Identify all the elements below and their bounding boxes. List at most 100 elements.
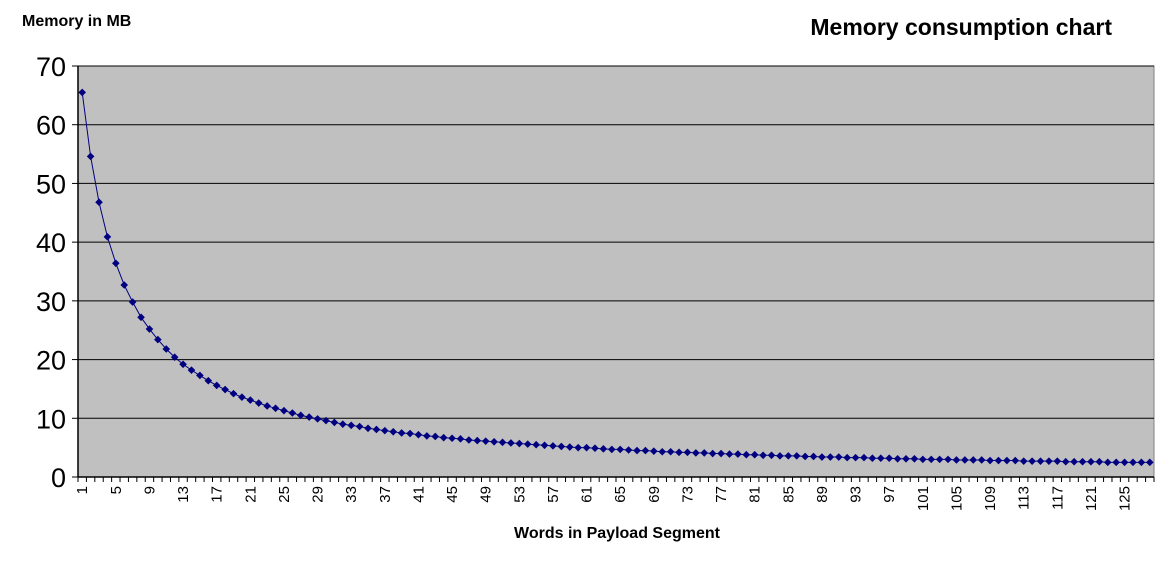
x-tick-label: 97 <box>881 486 898 503</box>
data-point-50 <box>490 437 498 446</box>
x-tick-label: 17 <box>209 486 226 503</box>
data-point-75 <box>700 449 709 457</box>
data-point-127 <box>1137 458 1146 467</box>
data-point-4 <box>103 233 112 241</box>
data-point-92 <box>843 453 851 462</box>
data-point-86 <box>792 452 801 460</box>
data-point-110 <box>994 456 1003 465</box>
data-point-88 <box>809 452 818 461</box>
data-point-95 <box>868 454 877 463</box>
data-point-125 <box>1120 458 1129 467</box>
data-point-29 <box>313 415 322 423</box>
data-point-69 <box>650 447 658 455</box>
data-point-94 <box>860 453 868 462</box>
data-point-39 <box>397 429 406 437</box>
data-point-105 <box>952 456 961 464</box>
x-tick-label: 57 <box>545 486 562 503</box>
x-tick-label: 121 <box>1083 486 1100 511</box>
data-point-102 <box>927 455 936 464</box>
data-point-34 <box>355 422 364 431</box>
data-point-62 <box>591 444 599 453</box>
x-tick-label: 89 <box>814 486 831 503</box>
x-tick-label: 37 <box>377 486 394 503</box>
x-tick-label: 125 <box>1117 486 1134 511</box>
chart-title: Memory consumption chart <box>810 14 1112 40</box>
data-point-85 <box>784 452 793 460</box>
x-tick-label: 85 <box>780 486 797 503</box>
data-point-109 <box>986 456 994 465</box>
data-point-26 <box>288 409 297 417</box>
gridlines <box>78 65 1154 419</box>
data-point-122 <box>1095 457 1104 466</box>
data-point-38 <box>389 427 398 436</box>
data-point-119 <box>1070 457 1078 466</box>
data-point-59 <box>565 443 574 451</box>
data-point-73 <box>683 448 692 457</box>
data-point-100 <box>910 454 919 463</box>
plot-area <box>77 65 1155 478</box>
y-axis-ticks: 0 10 20 30 40 50 60 70 <box>36 52 78 493</box>
data-point-120 <box>1078 457 1087 466</box>
data-point-70 <box>658 447 667 456</box>
data-point-65 <box>616 445 625 454</box>
data-point-45 <box>448 434 456 443</box>
data-point-12 <box>170 353 179 362</box>
x-tick-label: 25 <box>276 486 293 503</box>
data-point-79 <box>734 450 742 458</box>
data-point-54 <box>523 440 532 448</box>
data-point-41 <box>414 430 423 439</box>
data-point-3 <box>95 198 103 207</box>
data-point-37 <box>381 426 389 435</box>
data-point-1 <box>78 88 87 97</box>
data-point-27 <box>296 411 305 420</box>
data-point-13 <box>179 360 187 369</box>
data-point-61 <box>582 443 591 452</box>
data-point-31 <box>330 418 339 427</box>
data-point-87 <box>801 452 809 461</box>
data-point-20 <box>238 393 246 401</box>
x-tick-label: 61 <box>579 486 596 503</box>
data-point-43 <box>431 432 440 441</box>
x-tick-label: 93 <box>848 486 865 503</box>
data-point-72 <box>675 448 683 457</box>
data-point-89 <box>818 453 826 461</box>
x-tick-label: 65 <box>612 486 629 503</box>
data-point-108 <box>977 456 986 464</box>
x-tick-label: 77 <box>713 486 730 503</box>
data-point-48 <box>473 436 482 445</box>
data-point-44 <box>439 433 448 442</box>
data-point-64 <box>607 445 616 454</box>
data-point-11 <box>162 345 171 353</box>
data-point-83 <box>767 451 776 460</box>
data-point-81 <box>750 450 759 459</box>
data-point-124 <box>1112 458 1120 467</box>
data-point-47 <box>465 436 473 444</box>
data-point-77 <box>717 449 725 458</box>
data-point-28 <box>305 413 313 421</box>
y-tick-label: 30 <box>36 287 66 317</box>
data-point-111 <box>1003 456 1011 465</box>
data-point-121 <box>1087 457 1095 466</box>
data-point-91 <box>834 453 843 461</box>
data-point-68 <box>641 446 650 455</box>
data-point-18 <box>221 385 229 394</box>
data-point-117 <box>1053 457 1062 465</box>
data-point-60 <box>574 443 582 452</box>
data-point-63 <box>599 445 608 453</box>
x-tick-label: 109 <box>982 486 999 511</box>
data-point-118 <box>1061 457 1070 466</box>
data-point-5 <box>112 259 120 268</box>
data-point-35 <box>364 424 372 433</box>
data-point-123 <box>1103 458 1112 467</box>
data-point-30 <box>322 416 330 425</box>
data-point-19 <box>229 389 238 398</box>
data-point-6 <box>120 281 129 289</box>
x-tick-label: 113 <box>1016 486 1033 510</box>
data-point-116 <box>1045 457 1053 465</box>
data-point-25 <box>280 406 288 415</box>
data-point-126 <box>1129 458 1137 467</box>
data-point-114 <box>1028 457 1036 465</box>
y-tick-label: 60 <box>36 111 66 141</box>
data-point-56 <box>540 441 549 450</box>
